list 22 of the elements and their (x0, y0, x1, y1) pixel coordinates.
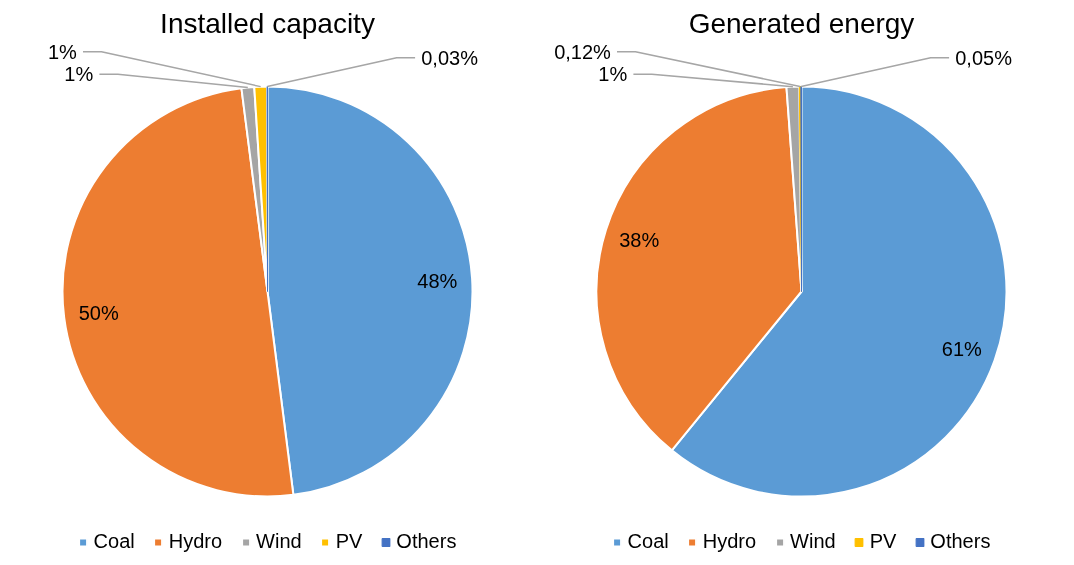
data-label: 48% (417, 269, 458, 292)
data-label: 0,12% (554, 40, 612, 63)
data-label: 1% (64, 63, 94, 86)
data-label: 0,03% (421, 46, 479, 69)
chart-title: Generated energy (688, 7, 915, 39)
legend-label: PV (335, 530, 363, 553)
legend-label: Others (930, 530, 991, 553)
legend-label: Coal (627, 530, 669, 553)
legend-label: Others (396, 530, 457, 553)
legend-label: Wind (256, 530, 302, 553)
chart-title: Installed capacity (160, 7, 375, 39)
legend-label: Hydro (702, 530, 757, 553)
data-label: 38% (619, 229, 660, 252)
data-label: 0,05% (955, 46, 1013, 69)
data-label: 50% (78, 302, 119, 325)
data-label: 1% (598, 63, 628, 86)
legend-label: PV (869, 530, 897, 553)
legend-label: Coal (93, 530, 135, 553)
data-label: 1% (47, 40, 78, 63)
data-label: 61% (941, 337, 983, 360)
legend-label: Hydro (168, 530, 223, 553)
legend-label: Wind (790, 530, 836, 553)
